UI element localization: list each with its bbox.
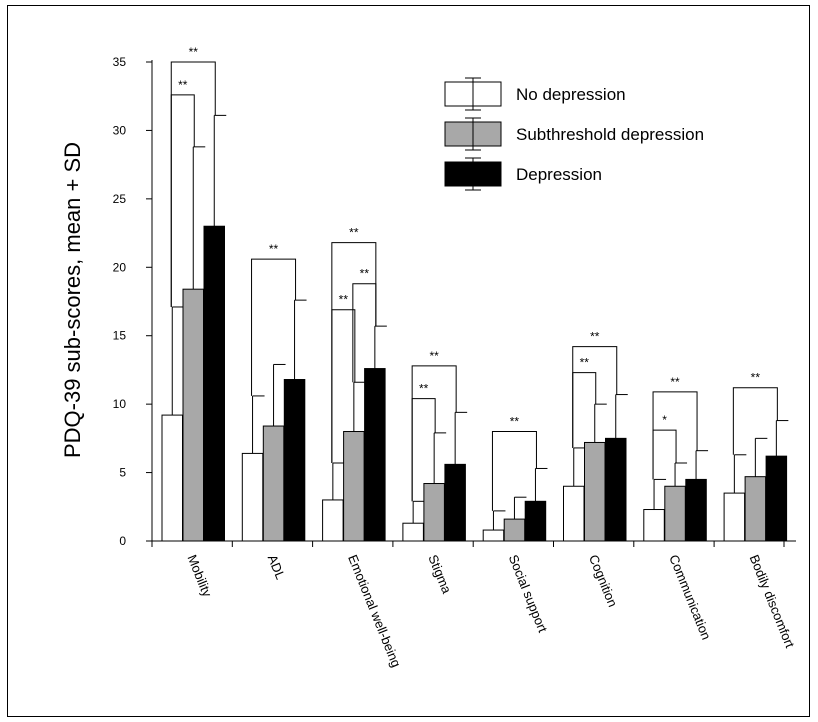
bar	[402, 522, 424, 542]
significance-label: **	[429, 349, 439, 363]
significance-label: **	[178, 78, 188, 92]
bar	[322, 499, 344, 542]
significance-label: **	[269, 242, 279, 256]
bar	[262, 425, 285, 542]
legend-label: No depression	[516, 85, 626, 104]
x-tick-label: Emotional well-being	[345, 553, 404, 670]
bar	[203, 225, 225, 542]
bar	[723, 492, 746, 542]
significance-label: **	[349, 226, 359, 240]
significance-bracket	[491, 431, 537, 511]
significance-label: *	[662, 413, 667, 427]
significance-bracket	[572, 372, 597, 448]
bar	[364, 368, 386, 542]
y-tick-label: 35	[113, 55, 127, 69]
y-tick-label: 0	[119, 534, 126, 548]
significance-label: **	[339, 293, 349, 307]
significance-label: **	[419, 382, 429, 396]
x-tick-label: Mobility	[184, 553, 215, 600]
x-tick-label: Bodily discomfort	[747, 553, 798, 651]
significance-bracket	[652, 429, 677, 480]
bar	[343, 431, 365, 542]
significance-brackets: ************************* **	[170, 45, 778, 511]
significance-bracket	[251, 258, 297, 396]
bar	[744, 476, 767, 542]
bar	[605, 437, 627, 542]
figure-frame	[7, 5, 810, 717]
bar	[423, 483, 445, 542]
bar	[482, 529, 505, 542]
significance-bracket	[572, 346, 618, 448]
significance-bracket	[732, 387, 778, 455]
significance-label: **	[189, 45, 199, 59]
significance-bracket	[170, 94, 195, 307]
bar	[563, 485, 585, 542]
significance-bracket	[652, 391, 698, 480]
legend-label: Subthreshold depression	[516, 125, 704, 144]
y-tick-label: 25	[113, 192, 127, 206]
y-tick-label: 5	[119, 466, 126, 480]
bar	[182, 288, 204, 542]
x-tick-label: Social support	[506, 553, 551, 635]
x-tick-label: Stigma	[425, 553, 454, 597]
bar	[241, 452, 264, 542]
bar	[664, 485, 686, 542]
bar	[584, 441, 606, 542]
bar	[765, 455, 788, 542]
bars	[161, 114, 789, 542]
bar	[524, 500, 547, 542]
bar	[283, 379, 306, 542]
significance-label: **	[670, 375, 680, 389]
bar	[444, 463, 466, 542]
bar	[503, 518, 526, 542]
significance-label: **	[751, 371, 761, 385]
x-tick-label: Communication	[666, 553, 714, 642]
significance-label: **	[590, 330, 600, 344]
significance-label: **	[360, 267, 370, 281]
bar	[161, 414, 183, 542]
bar	[685, 478, 707, 542]
significance-label: **	[580, 356, 590, 370]
y-tick-label: 20	[113, 260, 127, 274]
y-tick-label: 10	[113, 397, 127, 411]
significance-bracket	[352, 283, 377, 383]
y-axis-label: PDQ-39 sub-scores, mean + SD	[60, 142, 85, 458]
legend: No depression Subthreshold depression Depr…	[444, 77, 704, 191]
x-tick-label: Cognition	[586, 553, 620, 610]
bar	[643, 509, 665, 542]
significance-label: **	[510, 415, 520, 429]
legend-label: Depression	[516, 165, 602, 184]
x-tick-label: ADL	[265, 553, 288, 582]
y-tick-label: 30	[113, 123, 127, 137]
significance-bracket	[170, 61, 216, 307]
significance-bracket	[411, 365, 457, 502]
y-tick-label: 15	[113, 329, 127, 343]
